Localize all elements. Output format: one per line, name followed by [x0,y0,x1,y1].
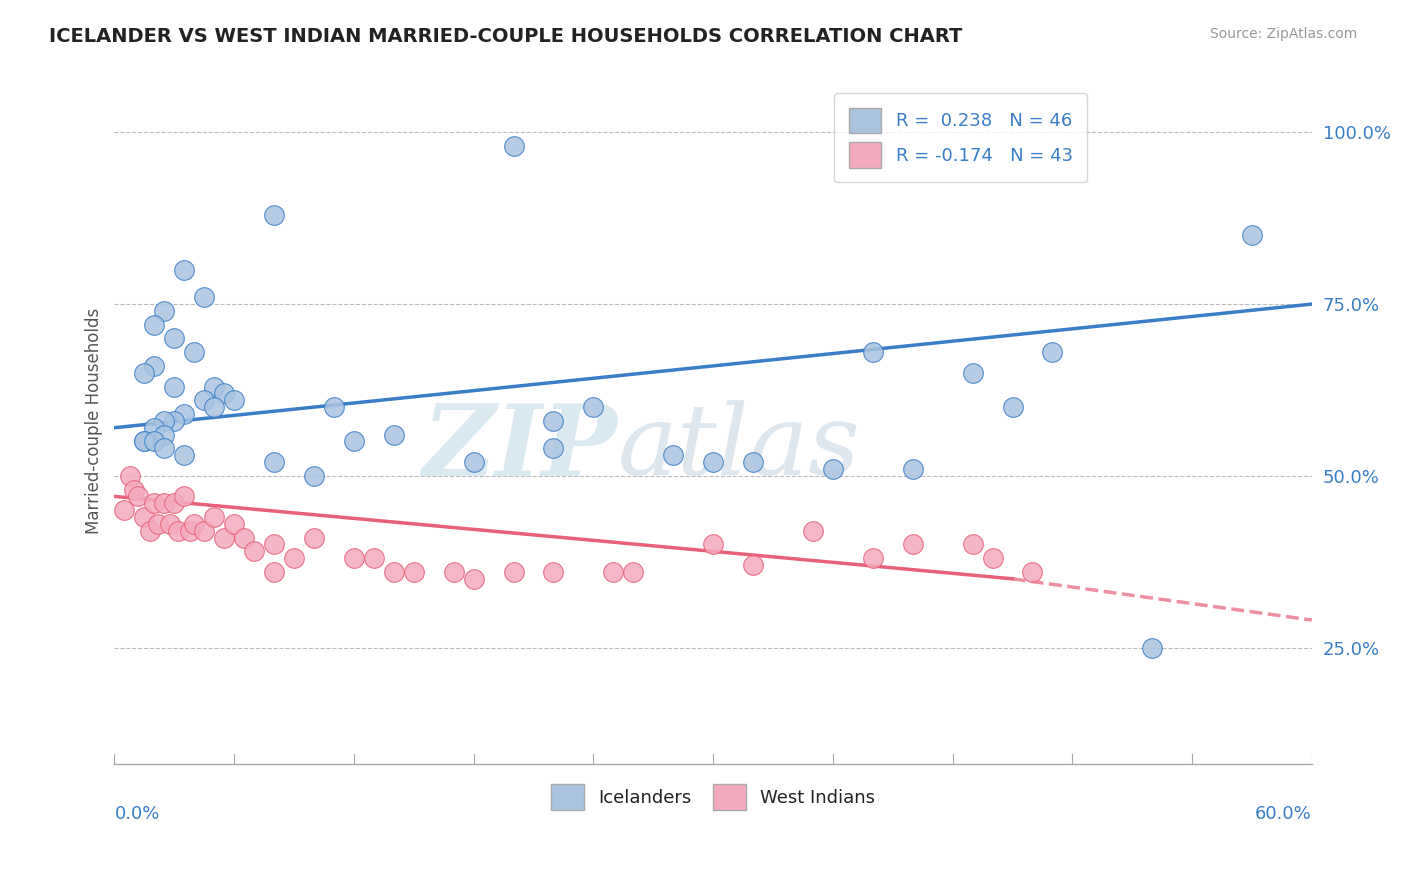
Point [543,565,565,579]
Point [343,551,366,566]
Point [263,565,285,579]
Point [263,455,285,469]
Text: ZIP: ZIP [422,401,617,497]
Point [163,496,186,510]
Point [343,434,366,449]
Point [702,537,724,551]
Point [1042,345,1064,359]
Point [463,572,485,586]
Text: ICELANDER VS WEST INDIAN MARRIED-COUPLE HOUSEHOLDS CORRELATION CHART: ICELANDER VS WEST INDIAN MARRIED-COUPLE … [49,27,963,45]
Point [1240,228,1263,243]
Point [153,442,176,456]
Point [1021,565,1043,579]
Point [543,442,565,456]
Point [901,462,924,476]
Point [602,565,624,579]
Point [153,427,176,442]
Point [901,537,924,551]
Point [143,318,166,332]
Point [212,386,235,401]
Point [153,414,176,428]
Point [134,434,156,449]
Point [502,139,524,153]
Point [382,427,405,442]
Point [167,524,190,538]
Point [443,565,465,579]
Point [323,400,346,414]
Point [502,565,524,579]
Point [742,455,765,469]
Point [263,537,285,551]
Point [143,421,166,435]
Point [143,434,166,449]
Point [224,516,246,531]
Point [702,455,724,469]
Point [163,379,186,393]
Point [962,366,984,380]
Point [202,400,225,414]
Point [202,510,225,524]
Point [202,379,225,393]
Point [163,414,186,428]
Point [742,558,765,573]
Point [402,565,425,579]
Text: atlas: atlas [617,401,860,496]
Point [662,448,685,462]
Point [143,496,166,510]
Point [173,262,195,277]
Point [183,345,205,359]
Point [233,531,256,545]
Point [382,565,405,579]
Point [124,483,146,497]
Point [243,544,266,558]
Point [183,516,205,531]
Point [962,537,984,551]
Legend: Icelanders, West Indians: Icelanders, West Indians [544,777,883,817]
Point [981,551,1004,566]
Point [582,400,605,414]
Y-axis label: Married-couple Households: Married-couple Households [86,308,103,534]
Point [139,524,162,538]
Point [302,468,325,483]
Point [463,455,485,469]
Point [1001,400,1024,414]
Point [193,393,215,408]
Point [143,359,166,373]
Point [821,462,844,476]
Point [148,516,170,531]
Point [153,496,176,510]
Point [1142,640,1164,655]
Point [862,345,884,359]
Point [120,468,142,483]
Point [862,551,884,566]
Point [283,551,305,566]
Point [801,524,824,538]
Text: 60.0%: 60.0% [1256,805,1312,823]
Point [134,510,156,524]
Point [153,304,176,318]
Text: Source: ZipAtlas.com: Source: ZipAtlas.com [1209,27,1357,41]
Point [224,393,246,408]
Point [193,290,215,304]
Point [127,490,149,504]
Point [112,503,135,517]
Point [212,531,235,545]
Point [543,414,565,428]
Point [263,208,285,222]
Point [173,407,195,421]
Point [134,434,156,449]
Text: 0.0%: 0.0% [114,805,160,823]
Point [363,551,385,566]
Point [193,524,215,538]
Point [621,565,644,579]
Point [134,366,156,380]
Point [173,490,195,504]
Point [302,531,325,545]
Point [163,331,186,345]
Point [179,524,201,538]
Point [173,448,195,462]
Point [159,516,181,531]
